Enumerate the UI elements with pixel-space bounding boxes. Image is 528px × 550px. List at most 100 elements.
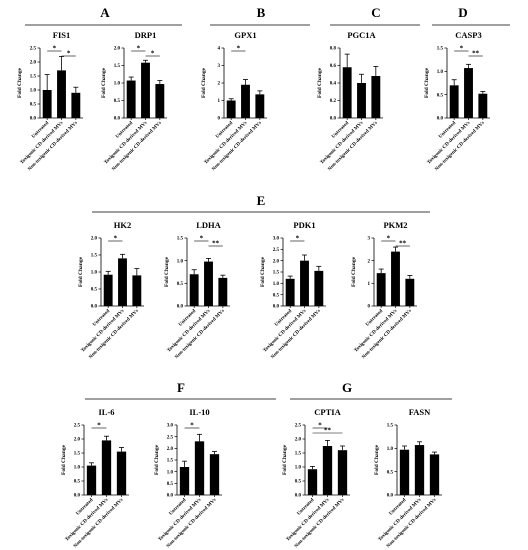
y-axis-label-il10: Fold Change (154, 444, 160, 475)
y-axis-label-fis1: Fold Change (17, 67, 23, 98)
y-tick-label-cptia-4: 2.0 (295, 438, 302, 443)
bar-il6-2 (116, 451, 127, 495)
panel-letter-c: C (371, 5, 380, 20)
significance-label-casp3-1: ** (472, 50, 480, 58)
bar-gpx1-0 (226, 100, 236, 118)
bar-il10-1 (194, 441, 205, 495)
y-tick-label-gpx1-3: 3 (218, 64, 221, 69)
y-axis-label-pgc1a: Fold Change (317, 67, 323, 98)
y-tick-label-cptia-5: 2.5 (295, 424, 302, 429)
panel-letter-a: A (100, 5, 110, 20)
bar-cptia-2 (337, 450, 348, 495)
y-tick-label-drp1-3: 1.5 (114, 64, 121, 69)
bar-fis1-0 (42, 90, 52, 118)
y-tick-label-pgc1a-1: 0.2 (330, 99, 337, 104)
y-axis-label-pdk1: Fold Change (260, 256, 266, 287)
chart-title-pgc1a: PGC1A (347, 30, 376, 40)
bar-pgc1a-1 (357, 83, 366, 118)
y-tick-label-hk2-2: 1.0 (91, 271, 98, 276)
y-tick-label-il6-3: 1.5 (74, 452, 81, 457)
y-tick-label-pkm2-3: 3 (368, 237, 371, 242)
bar-cptia-1 (322, 446, 333, 495)
y-axis-label-gpx1: Fold Change (201, 67, 207, 98)
significance-label-hk2-0: * (114, 235, 118, 243)
y-tick-label-pgc1a-3: 0.6 (330, 64, 337, 69)
chart-title-pkm2: PKM2 (383, 220, 407, 230)
bar-casp3-1 (464, 68, 473, 118)
y-axis-label-pkm2: Fold Change (351, 256, 357, 287)
y-axis-label-drp1: Fold Change (101, 67, 107, 98)
chart-title-fasn: FASN (409, 407, 431, 417)
bar-fis1-1 (57, 70, 66, 118)
y-tick-label-pdk1-5: 2.5 (273, 248, 280, 253)
y-tick-label-fis1-1: 0.5 (30, 103, 37, 108)
bar-drp1-1 (141, 62, 150, 118)
bar-pkm2-2 (405, 278, 415, 306)
y-tick-label-ldha-3: 1.5 (177, 237, 184, 242)
bar-drp1-0 (126, 80, 136, 118)
bar-casp3-0 (449, 85, 459, 118)
y-tick-label-pdk1-3: 1.5 (273, 271, 280, 276)
y-tick-label-fis1-0: 0.0 (30, 117, 37, 122)
y-tick-label-il10-6: 3.0 (167, 424, 174, 429)
significance-label-drp1-0: * (137, 45, 141, 53)
y-tick-label-fis1-4: 2.0 (30, 61, 37, 66)
bar-ldha-2 (218, 277, 228, 306)
y-tick-label-drp1-0: 0.0 (114, 117, 121, 122)
y-tick-label-cptia-0: 0.0 (295, 494, 302, 499)
y-tick-label-il6-2: 1.0 (74, 466, 81, 471)
chart-title-gpx1: GPX1 (234, 30, 256, 40)
y-tick-label-hk2-1: 0.5 (91, 288, 98, 293)
bar-pgc1a-2 (371, 76, 381, 118)
y-tick-label-pdk1-1: 0.5 (273, 293, 280, 298)
bar-gpx1-1 (241, 84, 250, 118)
y-tick-label-il10-1: 0.5 (167, 482, 174, 487)
chart-title-drp1: DRP1 (135, 30, 157, 40)
significance-label-fis1-1: * (67, 50, 71, 58)
significance-label-pdk1-0: * (296, 235, 300, 243)
y-tick-label-il6-4: 2.0 (74, 438, 81, 443)
y-tick-label-fis1-3: 1.5 (30, 75, 37, 80)
bar-il6-0 (86, 465, 97, 495)
y-tick-label-drp1-4: 2.0 (114, 47, 121, 52)
chart-title-casp3: CASP3 (455, 30, 481, 40)
bar-drp1-2 (155, 84, 165, 118)
y-tick-label-pgc1a-2: 0.4 (330, 82, 337, 87)
y-tick-label-pdk1-2: 1.0 (273, 282, 280, 287)
bar-ldha-0 (189, 274, 199, 306)
bar-hk2-1 (118, 258, 127, 306)
significance-label-il6-0: * (97, 422, 101, 430)
chart-title-cptia: CPTIA (314, 407, 341, 417)
bar-gpx1-2 (255, 94, 265, 118)
y-tick-label-fasn-0: 0.0 (387, 494, 394, 499)
y-tick-label-hk2-3: 1.5 (91, 254, 98, 259)
panel-letter-e: E (257, 193, 266, 208)
y-axis-label-fasn: Fold Change (374, 444, 380, 475)
y-tick-label-ldha-2: 1.0 (177, 259, 184, 264)
bar-fasn-2 (429, 454, 440, 495)
y-tick-label-gpx1-4: 4 (218, 47, 221, 52)
y-tick-label-drp1-2: 1.0 (114, 82, 121, 87)
y-axis-label-cptia: Fold Change (282, 444, 288, 475)
y-tick-label-cptia-2: 1.0 (295, 466, 302, 471)
significance-label-drp1-1: * (151, 50, 155, 58)
bar-hk2-2 (132, 275, 142, 306)
y-tick-label-gpx1-1: 1 (218, 99, 221, 104)
bar-pgc1a-0 (342, 67, 352, 118)
y-tick-label-pgc1a-0: 0.0 (330, 117, 337, 122)
panel-letter-f: F (177, 380, 185, 395)
y-tick-label-pkm2-2: 2 (368, 259, 371, 264)
significance-label-pkm2-1: ** (399, 240, 407, 248)
chart-title-ldha: LDHA (196, 220, 221, 230)
chart-title-pdk1: PDK1 (293, 220, 315, 230)
significance-label-il10-0: * (190, 422, 194, 430)
y-tick-label-pdk1-0: 0.0 (273, 305, 280, 310)
y-tick-label-fis1-2: 1.0 (30, 89, 37, 94)
bar-pdk1-2 (314, 270, 324, 306)
y-axis-label-ldha: Fold Change (164, 256, 170, 287)
y-tick-label-pdk1-4: 2.0 (273, 259, 280, 264)
bar-il6-1 (101, 440, 112, 495)
bar-casp3-2 (478, 93, 488, 118)
